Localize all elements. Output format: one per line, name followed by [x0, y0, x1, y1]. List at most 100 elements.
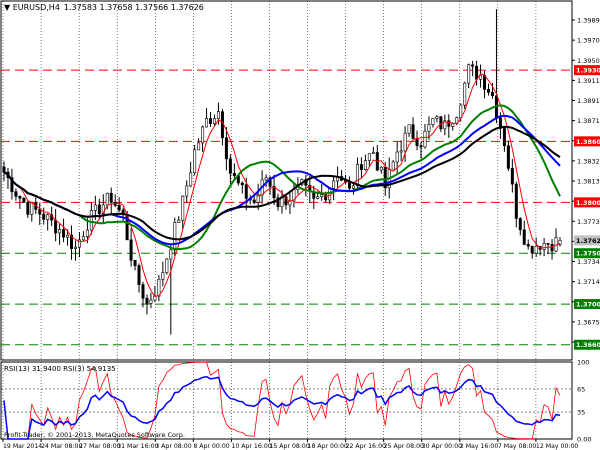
candle-body: [415, 138, 419, 146]
time-tick-label: 27 Mar 08:00: [79, 443, 120, 450]
price-tick-label: 1.38710: [577, 117, 600, 125]
candle-body: [479, 75, 483, 80]
candle-body: [518, 218, 522, 231]
level-tag-box: [574, 136, 600, 147]
candle-body: [177, 219, 181, 223]
price-tick-label: 1.38915: [577, 97, 600, 105]
price-tick-label: 1.39895: [577, 17, 600, 25]
candle-body: [205, 118, 209, 128]
copyright-text: Profit-Trader, © 2001-2013, MetaQuotes S…: [4, 431, 185, 439]
price-tick-label: 1.39505: [577, 57, 600, 65]
price-tick-label: 1.38325: [577, 157, 600, 165]
candle-body: [89, 210, 93, 231]
candle-body: [471, 64, 475, 67]
candle-body: [443, 120, 447, 130]
candle-body: [73, 246, 77, 249]
candle-body: [193, 149, 197, 174]
time-tick-label: 24 Mar 08:00: [41, 443, 82, 450]
candle-body: [316, 196, 320, 199]
candle-body: [38, 209, 42, 215]
candle-body: [244, 184, 248, 199]
candle-body: [284, 196, 288, 206]
candle-body: [18, 196, 22, 199]
candle-body: [201, 126, 205, 144]
rsi-label: RSI(13) 31.9400 RSI(3) 54.9135: [4, 365, 116, 373]
candle-body: [93, 204, 97, 211]
candle-body: [391, 161, 395, 170]
candle-body: [77, 239, 81, 248]
rsi-panel[interactable]: [0, 361, 573, 440]
candle-body: [522, 229, 526, 245]
rsi3-line: [3, 361, 561, 440]
time-tick-label: 10 Apr 16:00: [231, 443, 271, 450]
rsi-tick-label: 65: [577, 385, 585, 393]
candle-body: [467, 64, 471, 84]
candle-body: [268, 177, 272, 187]
candle-body: [459, 104, 463, 118]
candle-body: [542, 243, 546, 250]
candle-body: [371, 152, 375, 154]
level-tag-label: 1.39300: [576, 67, 600, 75]
candle-body: [363, 160, 367, 171]
candle-body: [332, 180, 336, 189]
candle-body: [419, 145, 423, 148]
candle-body: [189, 172, 193, 187]
level-tag-label: 1.36600: [576, 341, 600, 349]
price-panel[interactable]: [0, 0, 573, 361]
candle-body: [105, 192, 109, 206]
candle-body: [324, 194, 328, 201]
candle-body: [240, 182, 244, 186]
candle-body: [209, 118, 213, 124]
candle-body: [62, 229, 66, 238]
candle-body: [256, 194, 260, 203]
level-tags: 1.39300 1.38600 1.38000 1.37626 1.37500 1.370…: [574, 65, 600, 350]
level-tag-box: [574, 248, 600, 259]
price-tick-label: 1.37145: [577, 278, 600, 286]
candle-body: [216, 111, 220, 120]
price-tick-label: 1.37730: [577, 218, 600, 226]
price-tick-label: 1.39700: [577, 37, 600, 45]
level-tag-label: 1.38600: [576, 138, 600, 146]
price-tick-label: 1.36755: [577, 318, 600, 326]
candle-body: [379, 166, 383, 171]
candle-body: [510, 168, 514, 185]
level-tag-box: [574, 299, 600, 310]
candle-body: [197, 142, 201, 151]
candle-body: [514, 183, 518, 219]
symbol-label: EURUSD,H4: [13, 3, 60, 12]
header-triangle: ▼: [4, 3, 13, 12]
candle-body: [534, 246, 538, 254]
price-tick-label: 1.37340: [577, 258, 600, 266]
candle-body: [447, 120, 451, 127]
candle-body: [359, 164, 363, 171]
candle-body: [475, 65, 479, 80]
candle-body: [157, 278, 161, 297]
time-tick-label: 8 Apr 00:00: [193, 443, 229, 450]
level-tag-box: [574, 339, 600, 350]
time-tick-label: 15 Apr 08:00: [269, 443, 309, 450]
candle-body: [26, 201, 30, 215]
candle-body: [66, 234, 70, 238]
rsi-tick-label: 0.00: [577, 436, 591, 444]
time-tick-label: 30 Apr 00:00: [422, 443, 462, 450]
candle-body: [526, 244, 530, 247]
candle-body: [173, 222, 177, 251]
candle-body: [264, 177, 268, 181]
level-tag-label: 1.38000: [576, 199, 600, 207]
ma-green-line: [3, 104, 561, 251]
level-tag-label: 1.37000: [576, 301, 600, 309]
candle-body: [399, 150, 403, 153]
candle-body: [367, 153, 371, 161]
candle-body: [427, 124, 431, 132]
time-tick-label: 12 May 00:00: [536, 443, 578, 450]
time-tick-label: 7 May 08:00: [498, 443, 537, 450]
candle-body: [348, 182, 352, 189]
candle-body: [403, 132, 407, 152]
time-tick-label: 19 Mar 2014: [3, 443, 42, 450]
candle-body: [137, 265, 141, 285]
candle-body: [395, 151, 399, 163]
level-tag-box: [574, 65, 600, 76]
moving-averages: [3, 73, 561, 298]
